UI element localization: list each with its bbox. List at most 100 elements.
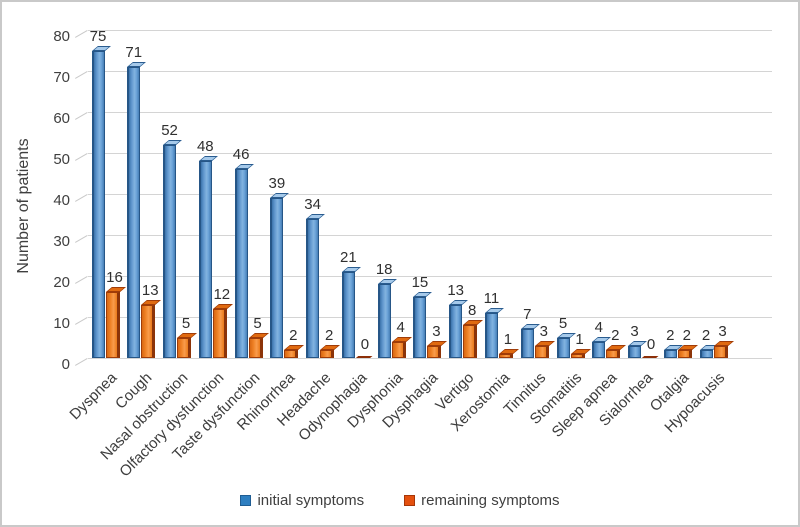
value-label-initial-symptoms: 71 bbox=[125, 43, 143, 61]
legend: initial symptoms remaining symptoms bbox=[2, 492, 798, 509]
bar-initial-symptoms bbox=[198, 161, 212, 358]
value-label-initial-symptoms: 52 bbox=[161, 121, 178, 139]
y-tick-label: 10 bbox=[53, 315, 70, 332]
bar-initial-symptoms bbox=[449, 304, 463, 358]
bar-cap-remaining-symptoms bbox=[212, 303, 233, 309]
bar-initial-symptoms bbox=[699, 349, 713, 358]
bar-initial-symptoms bbox=[663, 349, 677, 358]
bar-cap-remaining-symptoms bbox=[606, 344, 627, 350]
axis-depth-tick-icon bbox=[75, 71, 88, 79]
bar-remaining-symptoms bbox=[606, 349, 621, 358]
value-label-remaining-symptoms: 2 bbox=[324, 326, 334, 344]
bar-remaining-symptoms bbox=[212, 308, 227, 358]
bar-cap-remaining-symptoms bbox=[105, 287, 126, 293]
bar-cap-initial-symptoms bbox=[377, 279, 397, 285]
bar-cap-remaining-symptoms bbox=[463, 320, 484, 326]
bar-initial-symptoms bbox=[484, 312, 498, 358]
gridline bbox=[88, 112, 772, 113]
value-label-initial-symptoms: 34 bbox=[304, 195, 321, 213]
bar-initial-symptoms bbox=[341, 271, 355, 358]
axis-depth-tick-icon bbox=[75, 112, 88, 120]
bar-remaining-symptoms bbox=[391, 341, 406, 358]
value-label-initial-symptoms: 7 bbox=[523, 306, 532, 324]
bar-cap-remaining-symptoms bbox=[141, 299, 162, 305]
bar-cap-remaining-symptoms bbox=[570, 348, 591, 354]
bar-cap-remaining-symptoms bbox=[427, 340, 448, 346]
bar-cap-initial-symptoms bbox=[341, 266, 361, 272]
gridline bbox=[88, 153, 772, 154]
bar-remaining-symptoms bbox=[677, 349, 692, 358]
value-label-initial-symptoms: 18 bbox=[375, 261, 393, 279]
bar-cap-remaining-symptoms bbox=[320, 344, 341, 350]
gridline bbox=[88, 30, 772, 31]
axis-depth-tick-icon bbox=[75, 276, 88, 284]
bar-initial-symptoms bbox=[91, 50, 105, 358]
gridline bbox=[88, 317, 772, 318]
bar-cap-initial-symptoms bbox=[306, 213, 326, 219]
axis-depth-tick-icon bbox=[75, 358, 88, 366]
value-label-remaining-symptoms: 0 bbox=[360, 336, 370, 353]
value-label-remaining-symptoms: 3 bbox=[718, 322, 727, 340]
value-label-remaining-symptoms: 1 bbox=[575, 330, 584, 348]
y-tick-label: 0 bbox=[61, 356, 70, 373]
bar-initial-symptoms bbox=[127, 66, 141, 358]
bar-initial-symptoms bbox=[306, 218, 320, 358]
y-tick-label: 50 bbox=[53, 151, 70, 168]
value-label-remaining-symptoms: 16 bbox=[106, 269, 123, 287]
legend-label-remaining-symptoms: remaining symptoms bbox=[421, 492, 560, 509]
value-label-remaining-symptoms: 13 bbox=[141, 281, 159, 299]
bar-cap-remaining-symptoms bbox=[498, 348, 519, 354]
value-label-initial-symptoms: 4 bbox=[594, 318, 603, 336]
value-label-remaining-symptoms: 3 bbox=[432, 322, 441, 340]
bar-initial-symptoms bbox=[413, 296, 427, 358]
value-label-initial-symptoms: 3 bbox=[630, 322, 639, 340]
bar-initial-symptoms bbox=[234, 169, 248, 358]
y-tick-label: 60 bbox=[53, 110, 70, 127]
bar-remaining-symptoms bbox=[141, 304, 156, 358]
bar-initial-symptoms bbox=[270, 198, 284, 358]
value-label-initial-symptoms: 39 bbox=[268, 175, 286, 193]
value-label-remaining-symptoms: 2 bbox=[611, 326, 620, 344]
y-tick-label: 70 bbox=[53, 69, 70, 86]
bar-remaining-symptoms bbox=[177, 337, 192, 358]
legend-swatch-initial-symptoms-icon bbox=[240, 495, 252, 506]
value-label-remaining-symptoms: 3 bbox=[539, 322, 548, 340]
bar-remaining-symptoms bbox=[498, 353, 513, 358]
value-label-remaining-symptoms: 5 bbox=[181, 314, 191, 332]
value-label-remaining-symptoms: 12 bbox=[213, 285, 231, 303]
bar-remaining-symptoms bbox=[570, 353, 585, 358]
bar-remaining-symptoms bbox=[534, 345, 549, 358]
value-label-remaining-symptoms: 2 bbox=[682, 326, 691, 344]
bar-initial-symptoms bbox=[628, 345, 642, 358]
bar-cap-remaining-symptoms bbox=[177, 332, 197, 338]
value-label-initial-symptoms: 15 bbox=[411, 273, 429, 291]
value-label-initial-symptoms: 5 bbox=[558, 314, 568, 332]
bar-cap-initial-symptoms bbox=[234, 164, 254, 170]
bar-cap-remaining-symptoms bbox=[534, 340, 555, 346]
bar-remaining-symptoms bbox=[248, 337, 263, 358]
bar-remaining-symptoms bbox=[284, 349, 299, 358]
bar-remaining-symptoms bbox=[320, 349, 335, 358]
bar-cap-remaining-symptoms bbox=[391, 336, 412, 342]
value-label-remaining-symptoms: 5 bbox=[253, 314, 262, 332]
value-label-initial-symptoms: 11 bbox=[483, 289, 500, 307]
bar-initial-symptoms bbox=[556, 337, 570, 358]
bar-cap-remaining-symptoms bbox=[284, 344, 305, 350]
gridline bbox=[88, 71, 772, 72]
y-tick-label: 30 bbox=[53, 233, 70, 250]
axis-depth-tick-icon bbox=[75, 317, 88, 325]
value-label-initial-symptoms: 2 bbox=[666, 326, 675, 344]
axis-depth-tick-icon bbox=[75, 235, 88, 243]
value-label-remaining-symptoms: 2 bbox=[289, 326, 298, 344]
bar-cap-initial-symptoms bbox=[198, 156, 218, 162]
bar-cap-initial-symptoms bbox=[163, 139, 182, 145]
legend-label-initial-symptoms: initial symptoms bbox=[257, 492, 365, 509]
legend-item-initial-symptoms: initial symptoms bbox=[240, 492, 364, 509]
bar-initial-symptoms bbox=[520, 329, 534, 358]
value-label-initial-symptoms: 48 bbox=[196, 138, 214, 156]
bar-remaining-symptoms-zero bbox=[355, 356, 373, 358]
bar-initial-symptoms bbox=[163, 144, 177, 358]
value-label-initial-symptoms: 13 bbox=[447, 281, 465, 299]
